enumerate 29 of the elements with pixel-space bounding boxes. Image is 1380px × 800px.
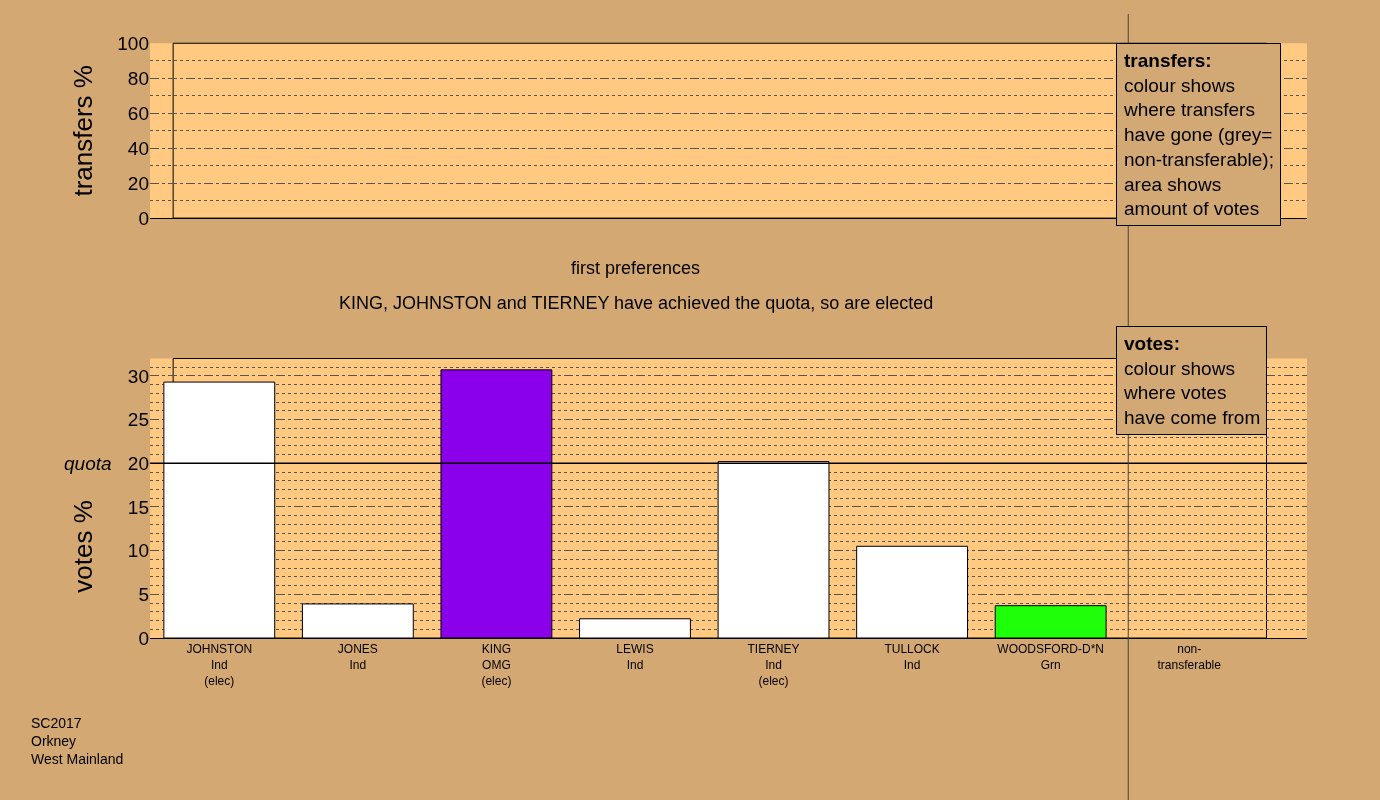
y-tick-label: 20 — [127, 452, 149, 474]
x-tick-label: LEWIS Ind — [616, 642, 654, 672]
x-tick-label: non- transferable — [1157, 642, 1222, 672]
y-axis-title: votes % — [68, 500, 99, 593]
annotation: votes: colour shows where votes have come from — [1123, 333, 1261, 429]
x-tick-label: WOODSFORD-D*N Grn — [997, 642, 1104, 672]
y-tick-label: 0 — [138, 627, 149, 649]
x-tick-label: TIERNEY Ind (elec) — [747, 642, 800, 688]
y-tick-label: 20 — [127, 172, 149, 194]
y-tick-label: 80 — [127, 67, 149, 89]
y-tick-label: 5 — [138, 583, 149, 605]
text: SC2017 Orkney West Mainland — [31, 715, 124, 768]
y-tick-label: 30 — [127, 365, 149, 387]
annotation: transfers: colour shows where transfers have gone (grey= non-transferable); area shows amount of votes — [1123, 50, 1274, 220]
y-tick-label: 60 — [127, 102, 149, 124]
x-tick-label: TULLOCK Ind — [884, 642, 940, 672]
x-tick-label: JOHNSTON Ind (elec) — [186, 642, 253, 688]
x-tick-label: KING OMG (elec) — [481, 642, 512, 688]
y-tick-label: 25 — [127, 409, 149, 431]
y-tick-label: 0 — [138, 207, 149, 229]
chart-subtitle: KING, JOHNSTON and TIERNEY have achieved the quota, so are elected — [339, 293, 934, 313]
ref-line-label: quota — [64, 453, 112, 474]
y-tick-label: 10 — [127, 540, 149, 562]
y-tick-label: 15 — [127, 496, 149, 518]
y-tick-label: 40 — [127, 137, 149, 159]
y-axis-title: transfers % — [68, 65, 99, 197]
x-tick-label: JONES Ind — [337, 642, 378, 672]
chart-title: first preferences — [571, 258, 701, 278]
y-tick-label: 100 — [117, 32, 149, 54]
